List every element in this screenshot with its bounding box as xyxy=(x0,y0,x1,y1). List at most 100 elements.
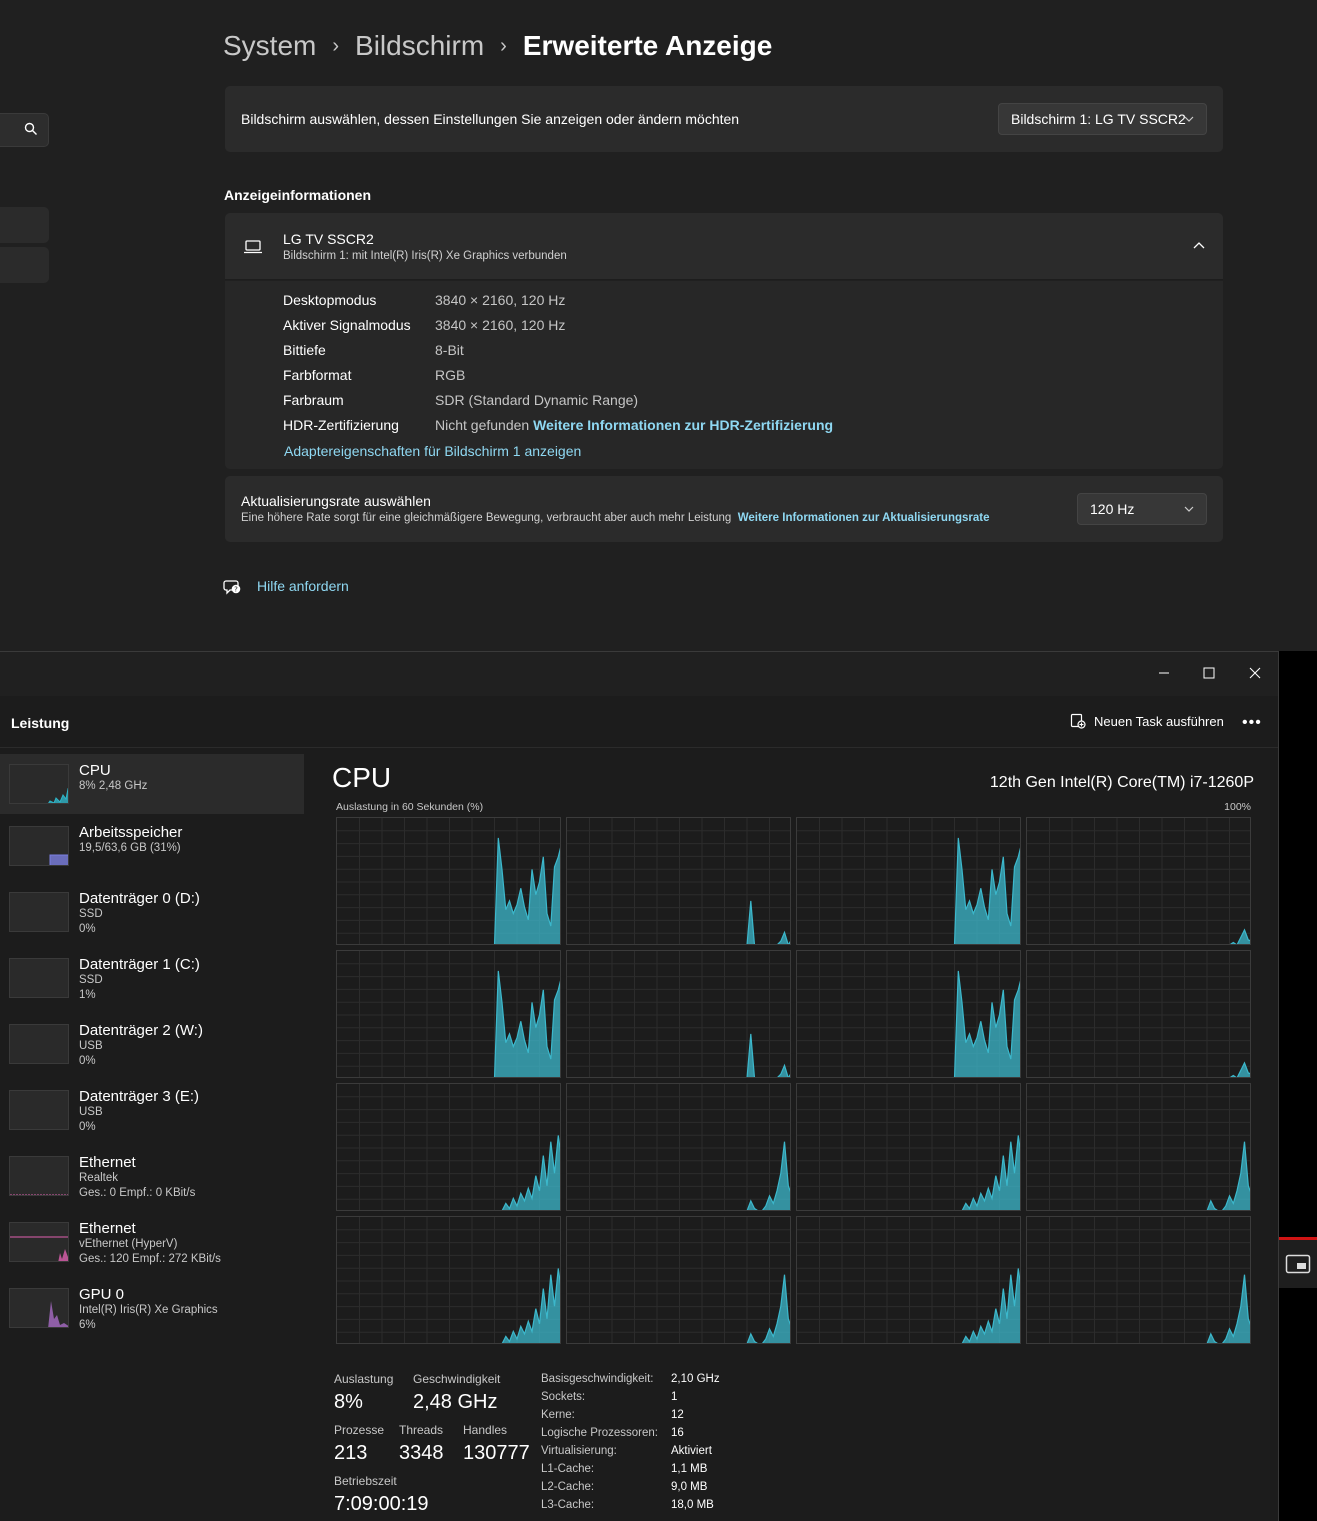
display-dropdown[interactable]: Bildschirm 1: LG TV SSCR2 xyxy=(998,103,1207,135)
core-area xyxy=(962,1135,1020,1210)
core-graph-svg xyxy=(1027,1217,1250,1343)
sidebar-item-detail: SSD xyxy=(79,974,103,986)
graph-label: Auslastung in 60 Sekunden (%) xyxy=(336,801,484,813)
help-link[interactable]: Hilfe anfordern xyxy=(257,578,349,594)
hdr-info-link[interactable]: Weitere Informationen zur HDR-Zertifizie… xyxy=(533,417,834,433)
core-line xyxy=(493,837,560,944)
sidebar-item-name: Arbeitsspeicher xyxy=(79,824,183,841)
core-graph-svg xyxy=(1027,818,1250,944)
refresh-rate-title: Aktualisierungsrate auswählen xyxy=(241,493,431,509)
sparkline xyxy=(48,1301,68,1327)
cpu-core-graph xyxy=(336,950,561,1078)
cpu-model: 12th Gen Intel(R) Core(TM) i7-1260P xyxy=(989,774,1254,791)
core-graph-svg xyxy=(797,951,1020,1077)
run-new-task-button[interactable]: Neuen Task ausführen xyxy=(1070,713,1224,729)
task-manager-header: Leistung Neuen Task ausführen ••• xyxy=(0,696,1278,748)
settings-window: System › Bildschirm › Erweiterte Anzeige… xyxy=(0,0,1317,651)
breadcrumb: System › Bildschirm › Erweiterte Anzeige xyxy=(223,30,772,62)
core-graph-svg xyxy=(337,818,560,944)
core-area xyxy=(962,1268,1020,1343)
chevron-right-icon: › xyxy=(500,34,507,57)
maximize-icon[interactable] xyxy=(1186,658,1232,688)
info-label: Farbformat xyxy=(283,367,352,383)
handles-value: 130777 xyxy=(463,1442,530,1464)
spec-label: Sockets: xyxy=(541,1391,586,1403)
core-graph-svg xyxy=(337,951,560,1077)
sidebar-item-detail: 19,5/63,6 GB (31%) xyxy=(79,842,181,854)
cpu-core-graph xyxy=(796,817,1021,945)
core-graph-svg xyxy=(1027,951,1250,1077)
info-row: Bittiefe 8-Bit xyxy=(283,342,464,358)
breadcrumb-system[interactable]: System xyxy=(223,30,317,61)
sidebar-item-detail: 8% 2,48 GHz xyxy=(79,780,148,792)
spec-label: Virtualisierung: xyxy=(541,1445,617,1457)
settings-nav-item[interactable] xyxy=(0,247,49,283)
display-subtitle: Bildschirm 1: mit Intel(R) Iris(R) Xe Gr… xyxy=(283,250,567,262)
sidebar-item-name: Datenträger 1 (C:) xyxy=(79,956,200,973)
pip-button[interactable] xyxy=(1279,1240,1317,1288)
sidebar-item-name: GPU 0 xyxy=(79,1286,125,1303)
refresh-rate-dropdown[interactable]: 120 Hz xyxy=(1077,493,1207,525)
section-title: Anzeigeinformationen xyxy=(224,187,372,203)
graph-max-label: 100% xyxy=(1224,801,1251,813)
cpu-core-graph xyxy=(566,950,791,1078)
title-bar[interactable] xyxy=(0,652,1278,696)
sidebar-item-net1[interactable]: Ethernet vEthernet (HyperV) Ges.: 120 Empf… xyxy=(0,1212,304,1272)
picture-in-picture-icon xyxy=(1285,1254,1311,1274)
sidebar-item-cpu[interactable]: CPU 8% 2,48 GHz xyxy=(0,754,304,814)
info-label: HDR-Zertifizierung xyxy=(283,417,399,433)
minimize-icon[interactable] xyxy=(1141,658,1187,688)
sparkline xyxy=(10,959,69,998)
core-line xyxy=(1206,1274,1250,1343)
refresh-rate-info-link[interactable]: Weitere Informationen zur Aktualisierung… xyxy=(737,512,990,524)
core-graph-svg xyxy=(797,1084,1020,1210)
sidebar-item-mem[interactable]: Arbeitsspeicher 19,5/63,6 GB (31%) xyxy=(0,816,304,876)
sparkline xyxy=(10,1091,69,1130)
refresh-rate-description: Eine höhere Rate sorgt für eine gleichmä… xyxy=(241,512,990,524)
sidebar-item-name: Datenträger 2 (W:) xyxy=(79,1022,203,1039)
breadcrumb-bildschirm[interactable]: Bildschirm xyxy=(355,30,485,61)
sparkline xyxy=(48,787,68,803)
core-line xyxy=(953,970,1020,1077)
display-dropdown-value: Bildschirm 1: LG TV SSCR2 xyxy=(1011,111,1186,127)
cpu-core-graph xyxy=(1026,1216,1251,1344)
spec-label: L3-Cache: xyxy=(541,1499,595,1511)
spec-value: 18,0 MB xyxy=(671,1499,714,1511)
adapter-properties-link[interactable]: Adaptereigenschaften für Bildschirm 1 an… xyxy=(284,443,582,459)
sidebar-thumbnail xyxy=(9,1090,69,1130)
info-row: Desktopmodus 3840 × 2160, 120 Hz xyxy=(283,292,565,308)
display-info-header[interactable]: LG TV SSCR2 Bildschirm 1: mit Intel(R) I… xyxy=(225,213,1223,280)
more-options-icon[interactable]: ••• xyxy=(1242,714,1262,731)
close-icon[interactable] xyxy=(1232,658,1278,688)
cpu-core-graph xyxy=(336,817,561,945)
settings-search-box[interactable] xyxy=(0,113,49,147)
sidebar-item-detail: Ges.: 0 Empf.: 0 KBit/s xyxy=(79,1187,196,1199)
new-task-icon xyxy=(1070,713,1086,729)
info-label: Desktopmodus xyxy=(283,292,377,308)
sidebar-item-name: Datenträger 3 (E:) xyxy=(79,1088,200,1105)
core-area xyxy=(747,1141,790,1210)
sidebar-item-disk[interactable]: Datenträger 3 (E:) USB 0% xyxy=(0,1080,304,1140)
sidebar-item-detail: vEthernet (HyperV) xyxy=(79,1238,178,1250)
sidebar-item-disk[interactable]: Datenträger 2 (W:) USB 0% xyxy=(0,1014,304,1074)
sidebar-item-disk[interactable]: Datenträger 0 (D:) SSD 0% xyxy=(0,882,304,942)
core-line xyxy=(746,1141,790,1210)
spec-value: 1 xyxy=(671,1391,678,1403)
settings-nav-item[interactable] xyxy=(0,207,49,243)
utilization-value: 8% xyxy=(334,1391,363,1413)
sidebar-item-gpu[interactable]: GPU 0 Intel(R) Iris(R) Xe Graphics 6% xyxy=(0,1278,304,1338)
sparkline xyxy=(10,1194,68,1195)
sidebar-item-detail: 0% xyxy=(79,923,96,935)
core-graph-svg xyxy=(567,1084,790,1210)
core-line xyxy=(1206,1141,1250,1210)
spec-label: Basisgeschwindigkeit: xyxy=(541,1373,654,1385)
processes-label: Prozesse xyxy=(334,1423,385,1437)
spec-label: L2-Cache: xyxy=(541,1481,595,1493)
sidebar-item-disk[interactable]: Datenträger 1 (C:) SSD 1% xyxy=(0,948,304,1008)
cpu-title: CPU xyxy=(332,762,392,793)
threads-label: Threads xyxy=(399,1423,444,1437)
background-window xyxy=(1279,1170,1317,1521)
sidebar-item-net0[interactable]: Ethernet Realtek Ges.: 0 Empf.: 0 KBit/s xyxy=(0,1146,304,1206)
core-area xyxy=(1207,1274,1250,1343)
chevron-up-icon[interactable] xyxy=(1193,241,1205,251)
